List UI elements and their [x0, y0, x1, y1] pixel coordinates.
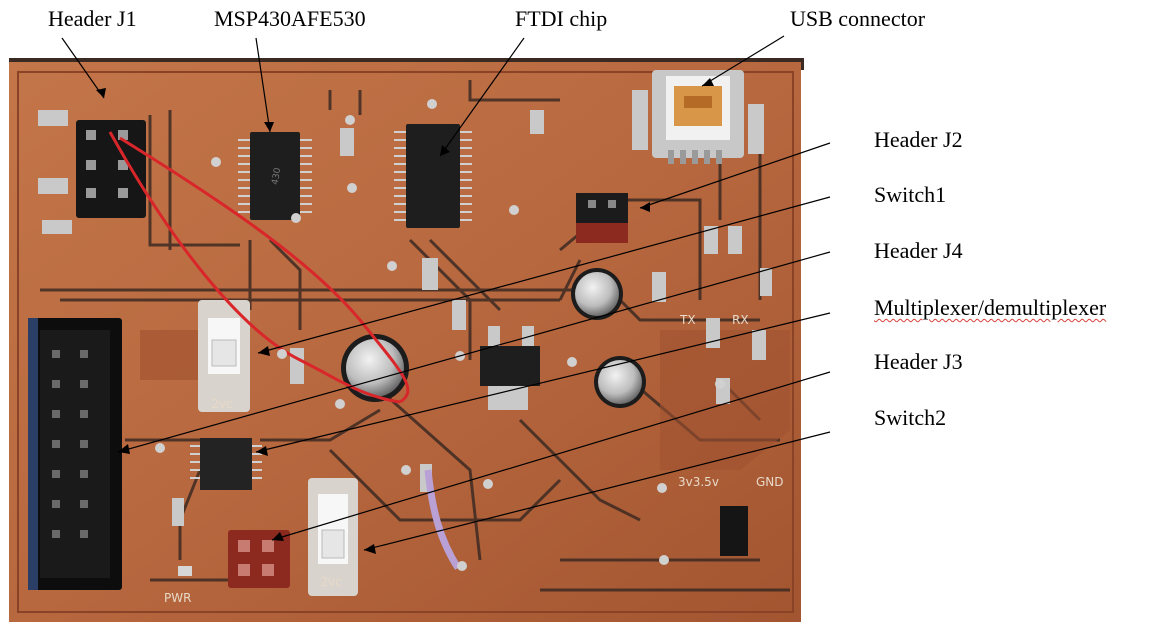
header-j4-component — [28, 318, 122, 590]
header-j2-component — [576, 193, 628, 243]
regulator-component — [480, 326, 540, 410]
label-header-j1: Header J1 — [48, 6, 137, 31]
label-ftdi-chip: FTDI chip — [515, 6, 608, 31]
label-header-j4: Header J4 — [874, 238, 963, 263]
label-msp430: MSP430AFE530 — [214, 6, 366, 31]
pcb-traces — [40, 80, 790, 592]
capacitor-2 — [571, 268, 623, 320]
switch1-silkscreen: 2vc — [211, 397, 232, 411]
label-header-j3: Header J3 — [874, 349, 963, 374]
label-header-j2: Header J2 — [874, 127, 963, 152]
label-switch1: Switch1 — [874, 182, 947, 207]
header-j3-component — [228, 530, 290, 588]
pwr-led — [178, 566, 192, 576]
multiplexer-chip-component — [190, 438, 262, 490]
red-jumper-wire — [119, 136, 410, 404]
silk-rx: RX — [732, 313, 749, 327]
purple-jumper-wire — [424, 469, 461, 570]
switch2-silkscreen: 2vc — [320, 575, 341, 589]
silk-tx: TX — [679, 313, 696, 327]
usb-connector-component — [632, 70, 764, 164]
diode-component — [720, 506, 748, 556]
label-multiplexer: Multiplexer/demultiplexer — [874, 295, 1107, 320]
silk-voltage: 3v3.5v — [678, 475, 719, 489]
silk-gnd: GND — [756, 475, 784, 489]
capacitor-3 — [594, 356, 646, 408]
switch2-component: 2vc — [308, 478, 358, 596]
switch1-component: 2vc — [198, 300, 250, 412]
svg-text:430: 430 — [271, 167, 284, 186]
label-switch2: Switch2 — [874, 405, 947, 430]
leader-lines — [61, 35, 831, 551]
label-usb-connector: USB connector — [790, 6, 926, 31]
msp430-chip-component: 430 — [238, 132, 312, 220]
silk-pwr: PWR — [164, 591, 191, 605]
